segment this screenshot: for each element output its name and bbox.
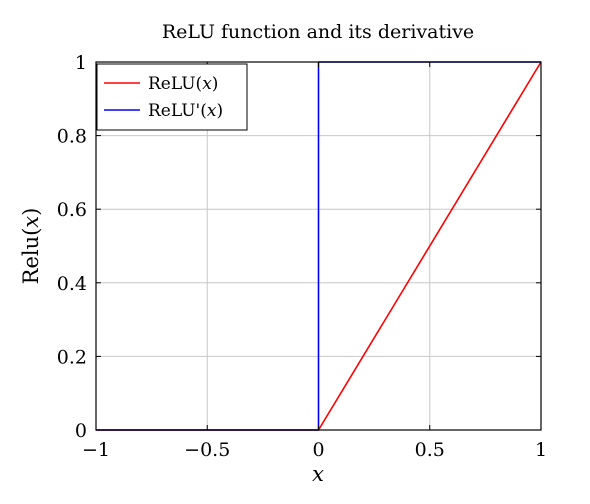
y-tick-label: 0.8 [57, 126, 87, 148]
y-axis-label: Relu(x) [19, 208, 43, 285]
x-tick-label: 1 [535, 439, 547, 461]
chart-title: ReLU function and its derivative [162, 21, 474, 43]
legend-box [96, 63, 248, 131]
x-tick-labels: −1 −0.5 0 0.5 1 [82, 439, 547, 461]
x-tick-label: −0.5 [184, 439, 230, 461]
y-tick-label: 0 [75, 420, 87, 442]
x-axis-label: x [312, 462, 324, 486]
x-tick-label: 0 [312, 439, 324, 461]
x-tick-label: 0.5 [415, 439, 445, 461]
y-tick-label: 0.6 [57, 199, 87, 221]
legend: ReLU(x) ReLU'(x) [96, 63, 248, 131]
legend-label-2: ReLU'(x) [148, 101, 223, 121]
y-tick-label: 0.2 [57, 346, 87, 368]
x-tick-label: −1 [82, 439, 110, 461]
axis-ticks [95, 61, 542, 431]
y-tick-label: 1 [75, 52, 87, 74]
y-tick-labels: 0 0.2 0.4 0.6 0.8 1 [57, 52, 87, 442]
legend-label-1: ReLU(x) [148, 74, 218, 94]
y-tick-label: 0.4 [57, 273, 87, 295]
